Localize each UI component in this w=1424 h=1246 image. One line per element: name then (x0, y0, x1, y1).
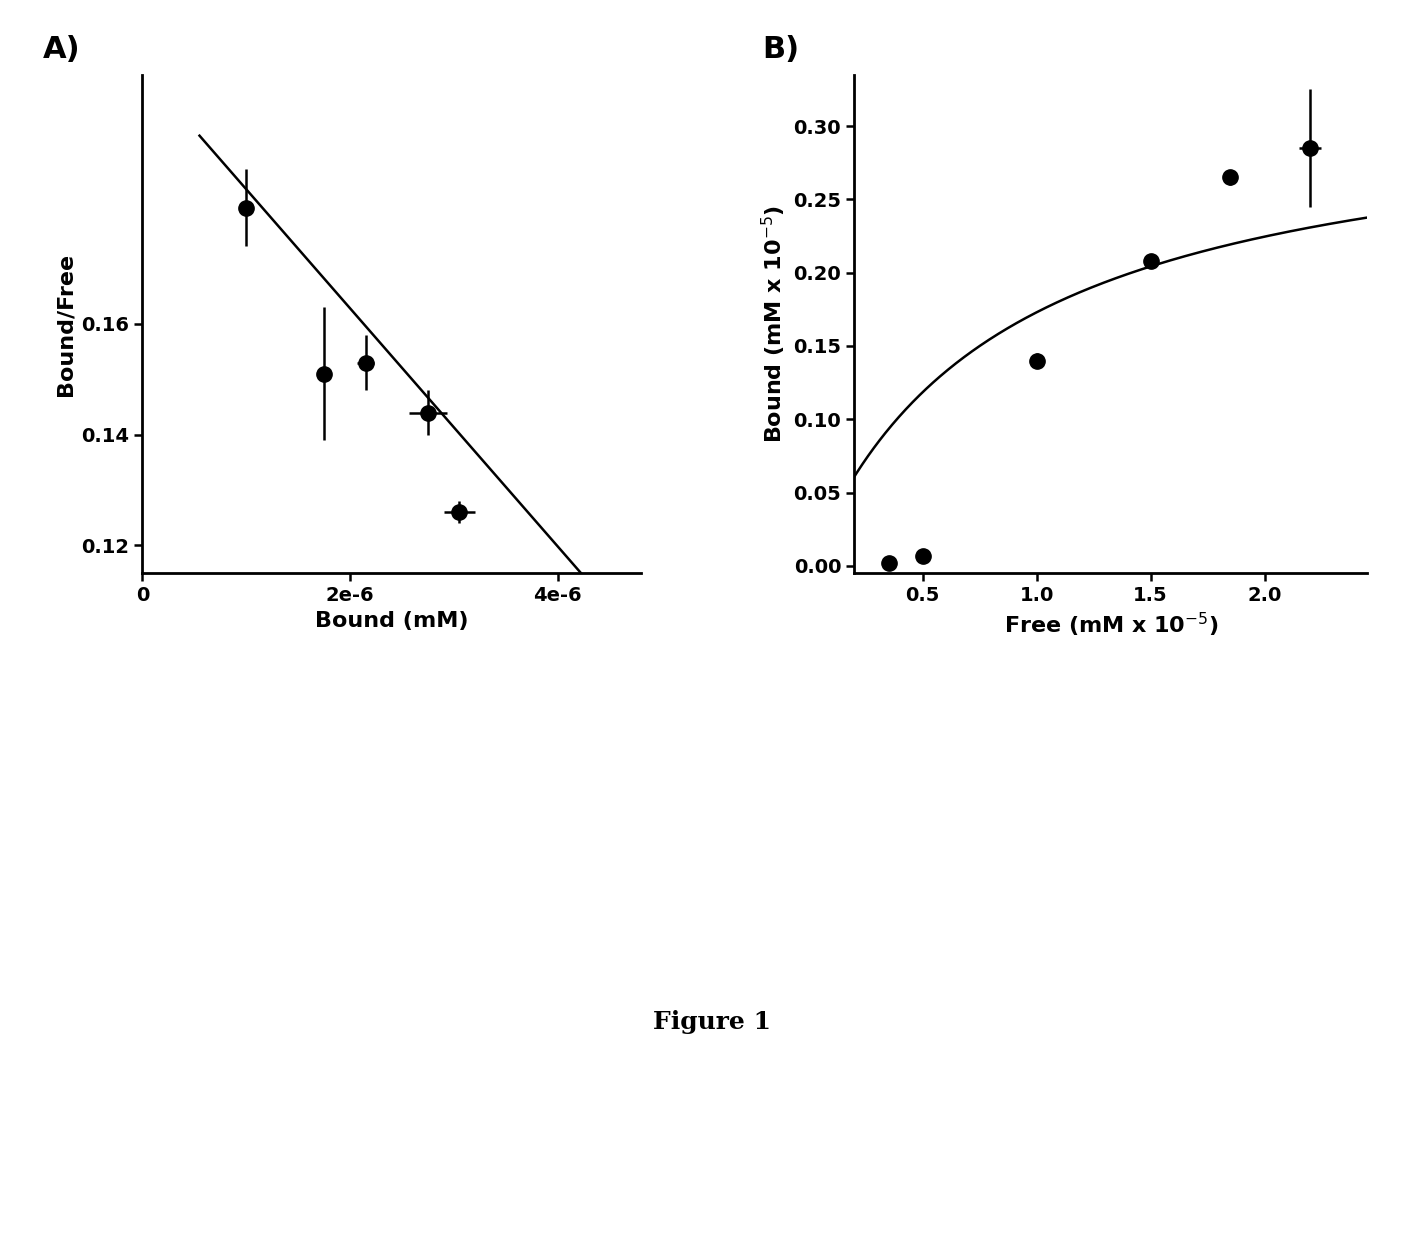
Text: A): A) (43, 35, 80, 64)
Text: Figure 1: Figure 1 (654, 1009, 770, 1034)
Y-axis label: Bound (mM x 10$^{-5}$): Bound (mM x 10$^{-5}$) (759, 206, 787, 442)
X-axis label: Free (mM x 10$^{-5}$): Free (mM x 10$^{-5}$) (1004, 611, 1218, 639)
Text: B): B) (762, 35, 799, 64)
Y-axis label: Bound/Free: Bound/Free (56, 253, 75, 395)
X-axis label: Bound (mM): Bound (mM) (315, 611, 468, 630)
